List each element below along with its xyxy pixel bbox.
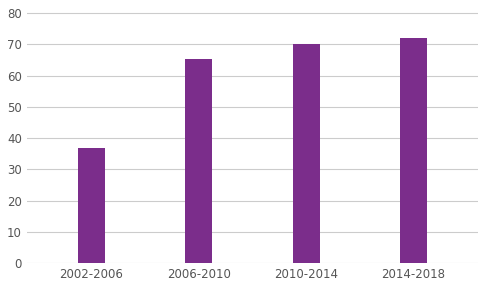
Bar <box>292 44 319 263</box>
Bar <box>77 147 105 263</box>
Bar <box>185 58 212 263</box>
Bar <box>399 38 426 263</box>
